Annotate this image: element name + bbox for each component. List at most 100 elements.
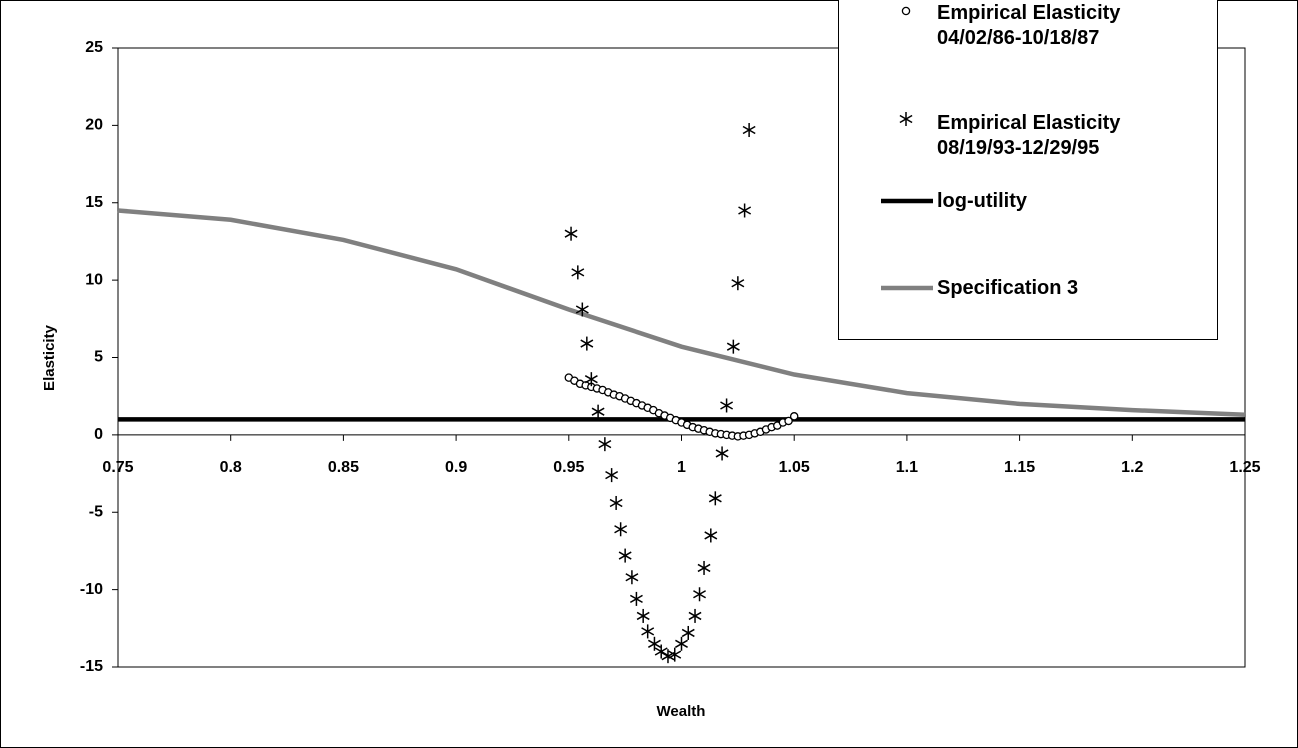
x-tick-label: 1.15 xyxy=(1004,459,1035,476)
asterisk-marker xyxy=(605,468,619,483)
asterisk-stroke xyxy=(641,627,655,636)
legend-marker xyxy=(901,6,911,16)
asterisk-marker xyxy=(726,339,740,354)
legend-label: Empirical Elasticity 04/02/86-10/18/87 xyxy=(937,2,1121,49)
asterisk-stroke xyxy=(681,628,695,638)
line-series xyxy=(117,208,1246,418)
asterisk-stroke xyxy=(726,342,740,351)
legend: Empirical Elasticity 04/02/86-10/18/87 Em… xyxy=(838,0,1218,340)
asterisk-stroke xyxy=(618,551,632,560)
asterisk-marker xyxy=(614,522,628,537)
asterisk-marker xyxy=(625,570,639,585)
asterisk-stroke xyxy=(731,279,745,288)
x-axis-title: Wealth xyxy=(657,703,706,720)
asterisk-marker xyxy=(720,398,734,413)
asterisk-stroke xyxy=(571,268,585,277)
asterisk-marker xyxy=(654,644,668,659)
asterisk-marker xyxy=(618,548,632,563)
asterisk-marker xyxy=(564,226,578,241)
asterisk-stroke xyxy=(564,229,578,238)
circle-marker xyxy=(901,6,911,16)
asterisk-marker xyxy=(571,265,585,280)
legend-label: log-utility xyxy=(937,190,1027,212)
y-tick-label: 25 xyxy=(85,39,103,56)
asterisk-marker xyxy=(738,203,752,218)
asterisk-stroke xyxy=(609,498,623,508)
asterisk-stroke xyxy=(629,594,643,604)
asterisk-marker xyxy=(584,372,598,387)
asterisk-stroke xyxy=(715,449,729,458)
asterisk-stroke xyxy=(742,125,756,135)
x-tick-label: 0.85 xyxy=(328,459,359,476)
asterisk-stroke xyxy=(647,639,661,648)
x-tick-label: 0.75 xyxy=(102,459,133,476)
asterisk-marker xyxy=(575,302,589,317)
y-tick-label: 5 xyxy=(94,349,103,366)
asterisk-stroke xyxy=(668,650,682,659)
legend-marker xyxy=(881,285,933,291)
y-tick-label: 10 xyxy=(85,271,103,288)
y-tick-label: -15 xyxy=(80,658,103,675)
asterisk-marker xyxy=(715,446,729,461)
asterisk-stroke xyxy=(614,525,628,534)
asterisk-stroke xyxy=(899,114,913,124)
asterisk-marker xyxy=(899,112,913,126)
asterisk-marker xyxy=(731,276,745,291)
y-tick-label: 15 xyxy=(85,194,103,211)
x-tick-label: 0.8 xyxy=(220,459,242,476)
asterisk-marker xyxy=(580,336,594,351)
x-tick-label: 0.95 xyxy=(553,459,584,476)
asterisk-marker xyxy=(629,591,643,606)
asterisk-marker xyxy=(675,636,688,651)
asterisk-marker xyxy=(647,636,661,651)
x-tick-label: 1.05 xyxy=(779,459,810,476)
circle-marker xyxy=(784,416,793,426)
asterisk-marker xyxy=(636,608,650,623)
x-tick-label: 1.1 xyxy=(896,459,918,476)
asterisk-marker xyxy=(742,123,756,138)
asterisk-stroke xyxy=(625,573,639,582)
asterisk-stroke xyxy=(708,494,722,503)
y-tick-label: -10 xyxy=(80,581,103,598)
y-tick-label: 0 xyxy=(94,426,103,443)
asterisk-stroke xyxy=(584,375,598,384)
asterisk-stroke xyxy=(688,611,702,621)
y-tick-label: 20 xyxy=(85,117,103,134)
legend-label: Empirical Elasticity 08/19/93-12/29/95 xyxy=(937,112,1121,159)
x-tick-label: 1.2 xyxy=(1121,459,1143,476)
asterisk-marker xyxy=(681,625,695,640)
asterisk-stroke xyxy=(704,531,718,540)
x-tick-label: 0.9 xyxy=(445,459,467,476)
y-tick-label: -5 xyxy=(89,503,103,520)
asterisk-marker xyxy=(591,404,605,419)
x-tick-label: 1.25 xyxy=(1229,459,1260,476)
x-tick-label: 1 xyxy=(677,459,686,476)
asterisk-stroke xyxy=(636,611,650,621)
asterisk-marker xyxy=(688,608,702,623)
asterisk-stroke xyxy=(575,305,589,314)
asterisk-stroke xyxy=(591,407,605,416)
asterisk-stroke xyxy=(580,339,594,348)
asterisk-stroke xyxy=(675,639,688,648)
asterisk-stroke xyxy=(738,206,752,215)
asterisk-stroke xyxy=(697,563,711,573)
asterisk-marker xyxy=(598,437,612,452)
asterisk-stroke xyxy=(605,470,619,480)
legend-marker xyxy=(881,198,933,204)
asterisk-marker xyxy=(708,491,722,506)
asterisk-marker xyxy=(697,560,711,575)
legend-label: Specification 3 xyxy=(937,277,1079,299)
asterisk-stroke xyxy=(693,590,706,599)
asterisk-stroke xyxy=(720,401,734,410)
asterisk-marker xyxy=(641,624,655,639)
asterisk-stroke xyxy=(654,647,668,656)
asterisk-marker xyxy=(668,647,682,662)
asterisk-marker xyxy=(693,587,706,602)
y-axis-title: Elasticity xyxy=(41,324,58,391)
circle-marker xyxy=(789,412,799,421)
asterisk-stroke xyxy=(598,440,612,449)
legend-marker xyxy=(899,112,913,126)
asterisk-marker xyxy=(609,495,623,510)
